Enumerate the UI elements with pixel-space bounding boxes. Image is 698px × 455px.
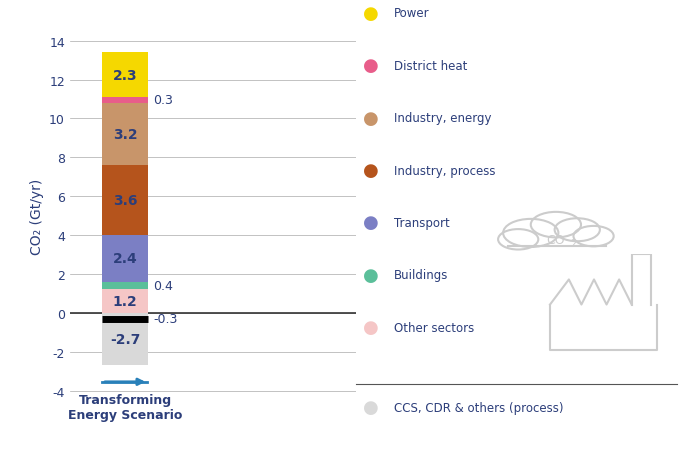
Text: Other sectors: Other sectors xyxy=(394,321,475,334)
Text: ●: ● xyxy=(363,5,379,23)
Text: -2.7: -2.7 xyxy=(110,332,140,346)
Text: 3.6: 3.6 xyxy=(113,194,138,207)
Text: 1.2: 1.2 xyxy=(113,294,138,308)
Text: 0.4: 0.4 xyxy=(153,279,173,293)
Text: Buildings: Buildings xyxy=(394,269,449,282)
Text: ●: ● xyxy=(363,214,379,232)
Text: -0.3: -0.3 xyxy=(153,313,177,325)
Bar xyxy=(102,282,148,290)
Text: Transport: Transport xyxy=(394,217,450,229)
Y-axis label: CO₂ (Gt/yr): CO₂ (Gt/yr) xyxy=(29,178,43,254)
Bar xyxy=(102,236,148,282)
Text: CO: CO xyxy=(547,233,565,246)
Text: 3.2: 3.2 xyxy=(113,128,138,142)
Bar xyxy=(102,290,148,313)
Text: ●: ● xyxy=(363,109,379,127)
Text: ●: ● xyxy=(363,398,379,416)
Text: Transforming
Energy Scenario: Transforming Energy Scenario xyxy=(68,393,182,420)
Text: Power: Power xyxy=(394,7,430,20)
Text: 0.3: 0.3 xyxy=(153,94,173,107)
Text: Industry, energy: Industry, energy xyxy=(394,112,492,125)
Text: District heat: District heat xyxy=(394,60,468,72)
Text: ●: ● xyxy=(363,162,379,180)
Text: CCS, CDR & others (process): CCS, CDR & others (process) xyxy=(394,401,564,414)
Bar xyxy=(102,53,148,98)
Text: 2.3: 2.3 xyxy=(113,69,138,82)
Bar xyxy=(102,104,148,166)
Text: 2: 2 xyxy=(570,238,577,248)
Text: ●: ● xyxy=(363,453,379,455)
Bar xyxy=(102,98,148,104)
Text: Industry, process: Industry, process xyxy=(394,164,496,177)
Text: ●: ● xyxy=(363,57,379,75)
Text: ●: ● xyxy=(363,318,379,337)
Text: ●: ● xyxy=(363,266,379,284)
Bar xyxy=(102,166,148,236)
Text: 2.4: 2.4 xyxy=(113,252,138,266)
Bar xyxy=(102,313,148,365)
